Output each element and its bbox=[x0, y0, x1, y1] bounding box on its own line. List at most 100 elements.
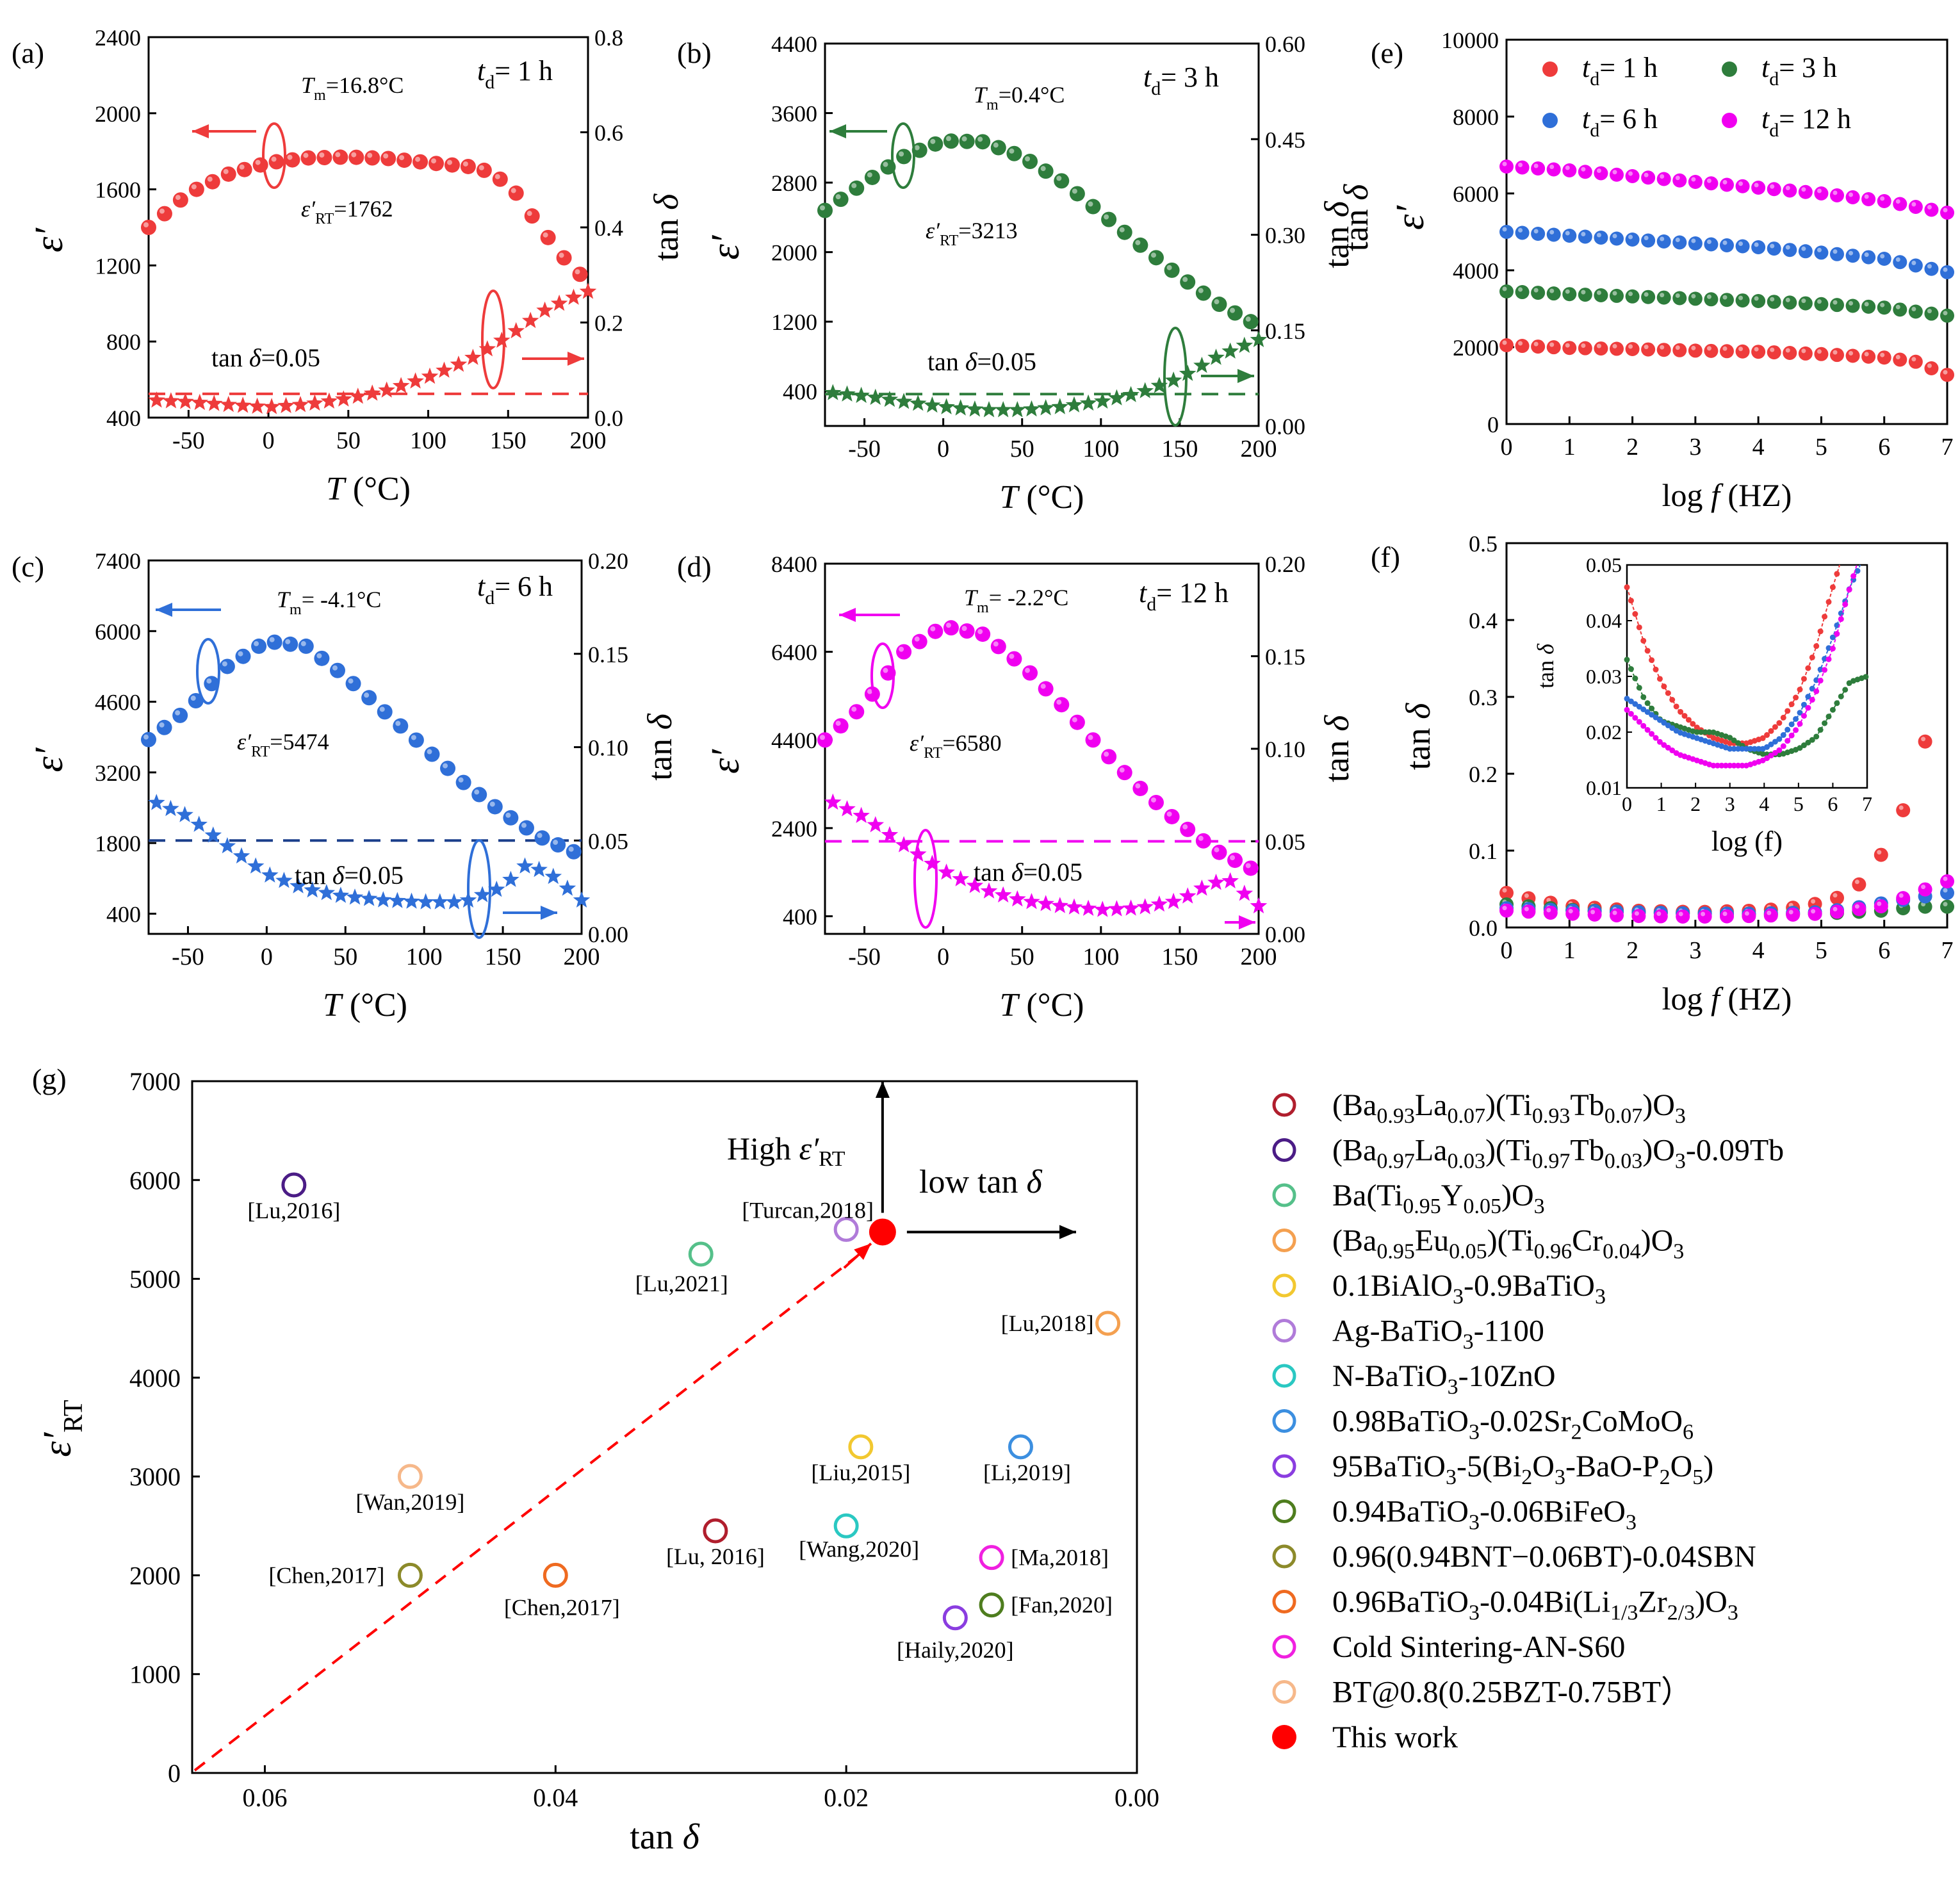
annot-tan-delta: δ bbox=[1011, 858, 1024, 886]
marker-highlight bbox=[1849, 301, 1854, 306]
inset-marker-t12 bbox=[1653, 735, 1659, 741]
inset-x-tick-label: 3 bbox=[1725, 792, 1735, 815]
series-t1-marker bbox=[1735, 344, 1750, 359]
marker-highlight bbox=[1524, 893, 1529, 898]
tan-marker bbox=[1094, 901, 1111, 917]
series-t12-marker bbox=[1531, 161, 1546, 176]
legend-label: 0.1BiAlO3-0.9BaTiO3 bbox=[1332, 1269, 1606, 1309]
inset-y-tick-label: 0.05 bbox=[1586, 553, 1622, 576]
legend-marker bbox=[1272, 1499, 1296, 1523]
inset-marker-t1 bbox=[1797, 687, 1803, 693]
inset-marker-t1 bbox=[1784, 708, 1791, 714]
comparison-citation: [Chen,2017] bbox=[268, 1562, 384, 1588]
eps-marker-highlight bbox=[977, 629, 983, 635]
eps-marker-highlight bbox=[914, 636, 920, 642]
series-t12-marker bbox=[1763, 908, 1778, 923]
eps-marker-highlight bbox=[143, 734, 149, 740]
marker-highlight bbox=[1927, 363, 1932, 368]
series-t12-marker bbox=[1499, 903, 1514, 918]
series-t6-marker bbox=[1830, 247, 1844, 261]
marker-highlight bbox=[1880, 352, 1885, 357]
legend-text: -0.02Sr bbox=[1480, 1405, 1571, 1439]
eps-marker-highlight bbox=[867, 172, 872, 177]
legend-marker bbox=[1272, 1183, 1296, 1207]
y-tick-label-right: 0.05 bbox=[1265, 829, 1305, 855]
marker-highlight bbox=[1754, 296, 1759, 301]
inset-marker-t1 bbox=[1644, 648, 1651, 654]
tan-marker bbox=[177, 393, 194, 409]
series-t12-marker bbox=[1852, 902, 1866, 917]
eps-marker bbox=[833, 192, 849, 208]
y-tick-label: 6000 bbox=[129, 1166, 181, 1195]
inset-marker-t1 bbox=[1632, 611, 1638, 617]
y-axis-label-left: ε′ bbox=[28, 747, 71, 772]
inset-marker-t12 bbox=[1719, 762, 1725, 769]
series-t12-marker bbox=[1676, 909, 1690, 924]
y-tick-label-right: 0.2 bbox=[594, 311, 623, 336]
comparison-point bbox=[703, 1518, 728, 1544]
inset-marker-t3 bbox=[1644, 700, 1651, 706]
y-tick-label: 1000 bbox=[129, 1660, 181, 1689]
tan-marker bbox=[909, 395, 927, 411]
legend-text: 0.96BaTiO bbox=[1332, 1585, 1469, 1619]
x-tick-label: 6 bbox=[1878, 937, 1890, 964]
series-t12-marker bbox=[1720, 177, 1734, 192]
series-t3-marker bbox=[1499, 284, 1514, 298]
eps-marker-highlight bbox=[835, 721, 841, 726]
legend-text: La bbox=[1415, 1134, 1448, 1168]
series-t12-marker bbox=[1688, 175, 1703, 189]
tan-marker bbox=[838, 800, 856, 817]
eps-marker-highlight bbox=[462, 161, 468, 167]
inset-marker-t12 bbox=[1669, 747, 1676, 754]
x-tick-label: 100 bbox=[1082, 943, 1119, 970]
eps-marker bbox=[396, 152, 412, 168]
eps-marker-highlight bbox=[271, 156, 277, 162]
inset-marker-t12 bbox=[1710, 762, 1717, 769]
legend-marker bbox=[1272, 1138, 1296, 1162]
series-t1-marker bbox=[1874, 847, 1888, 862]
legend-text: (Ba bbox=[1332, 1088, 1376, 1122]
y-tick-label-right: 0.20 bbox=[1265, 551, 1305, 577]
series-t12-marker bbox=[1515, 160, 1530, 175]
legend-text: O bbox=[1532, 1449, 1555, 1483]
series-t12-marker bbox=[1814, 186, 1829, 200]
series-t6-marker bbox=[1656, 234, 1671, 249]
annot-tan-pre: tan bbox=[974, 858, 1011, 886]
annot-tan-delta: δ bbox=[965, 347, 978, 376]
legend-marker-t1 bbox=[1542, 61, 1558, 77]
arrow-left-head bbox=[156, 603, 172, 617]
inset-marker-t12 bbox=[1834, 631, 1840, 637]
series-t3-marker bbox=[1924, 306, 1939, 321]
annot-td-val: = 12 h bbox=[1156, 577, 1229, 608]
series-t12-marker bbox=[1697, 910, 1712, 924]
inset-marker-t3 bbox=[1649, 705, 1655, 712]
inset-marker-t12 bbox=[1842, 601, 1849, 608]
tan-marker bbox=[924, 396, 941, 413]
eps-marker-highlight bbox=[1119, 767, 1125, 773]
y-axis-label-tan: tan δ bbox=[1337, 184, 1375, 251]
inset-marker-t12 bbox=[1809, 697, 1815, 703]
marker-highlight bbox=[1854, 879, 1859, 885]
marker-highlight bbox=[1581, 290, 1586, 295]
marker-highlight bbox=[1864, 352, 1869, 357]
inset-marker-t12 bbox=[1772, 749, 1778, 756]
annot-td-sub: d bbox=[1147, 594, 1156, 615]
annot-td: td= 12 h bbox=[1139, 577, 1229, 615]
inset-marker-t6 bbox=[1772, 739, 1778, 745]
tan-marker bbox=[881, 826, 899, 842]
series-t12-marker bbox=[1704, 176, 1719, 191]
inset-marker-t1 bbox=[1813, 643, 1820, 649]
annot-tm-val: =0.4°C bbox=[999, 82, 1065, 108]
eps-marker-highlight bbox=[820, 735, 825, 740]
eps-marker bbox=[329, 662, 345, 678]
series-t6-marker bbox=[1940, 265, 1954, 279]
tan-marker bbox=[1193, 356, 1211, 373]
y-tick-label-left: 1200 bbox=[95, 253, 141, 279]
eps-marker-highlight bbox=[474, 789, 480, 795]
tan-marker bbox=[867, 388, 885, 405]
eps-marker-highlight bbox=[1025, 667, 1031, 673]
marker-highlight bbox=[1706, 178, 1711, 183]
eps-marker-highlight bbox=[820, 205, 825, 211]
series-t1-marker bbox=[1656, 343, 1671, 357]
eps-marker bbox=[927, 136, 943, 152]
